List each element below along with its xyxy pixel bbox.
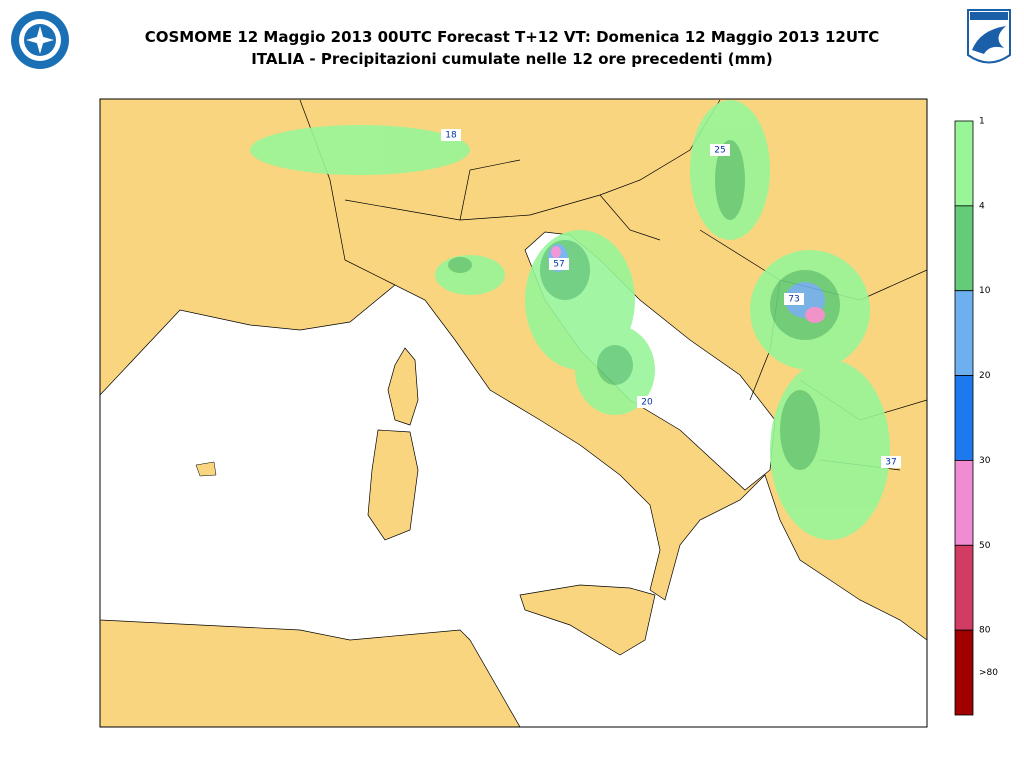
left-logo: [11, 11, 69, 69]
colorbar-segment: [954, 544, 974, 631]
corsica: [387, 347, 419, 426]
colorbar-label: >80: [979, 668, 998, 678]
right-logo: [967, 9, 1011, 64]
colorbar-label: 4: [979, 201, 985, 211]
maxima-labels: 18 25 57 73 20 37: [441, 129, 901, 468]
sea: [100, 284, 927, 727]
colorbar-label: 20: [979, 371, 991, 381]
colorbar-segment: [954, 629, 974, 716]
colorbar: 1 4 10 20 30 50 80 >80: [954, 117, 998, 716]
max-label: 25: [714, 146, 725, 156]
colorbar-label: 30: [979, 456, 991, 466]
colorbar-segment: [954, 375, 974, 461]
colorbar-label: 80: [979, 626, 991, 636]
elba: [195, 461, 217, 477]
title-line-2: ITALIA - Precipitazioni cumulate nelle 1…: [251, 50, 773, 68]
colorbar-segment: [954, 120, 974, 207]
title-line-1: COSMOME 12 Maggio 2013 00UTC Forecast T+…: [144, 28, 880, 46]
max-label: 73: [788, 295, 799, 305]
precipitation: [250, 100, 890, 540]
sicily: [519, 584, 656, 656]
map: 18 25 57 73 20 37: [99, 98, 928, 728]
colorbar-segment: [954, 205, 974, 292]
max-label: 18: [445, 131, 457, 141]
colorbar-label: 1: [979, 117, 985, 127]
max-label: 57: [553, 260, 564, 270]
max-label: 37: [885, 458, 896, 468]
sardinia: [367, 429, 419, 541]
colorbar-segment: [954, 460, 974, 546]
max-label: 20: [641, 398, 653, 408]
map-frame: [99, 98, 928, 728]
colorbar-label: 50: [979, 541, 991, 551]
colorbar-label: 10: [979, 286, 991, 296]
colorbar-segment: [954, 290, 974, 376]
